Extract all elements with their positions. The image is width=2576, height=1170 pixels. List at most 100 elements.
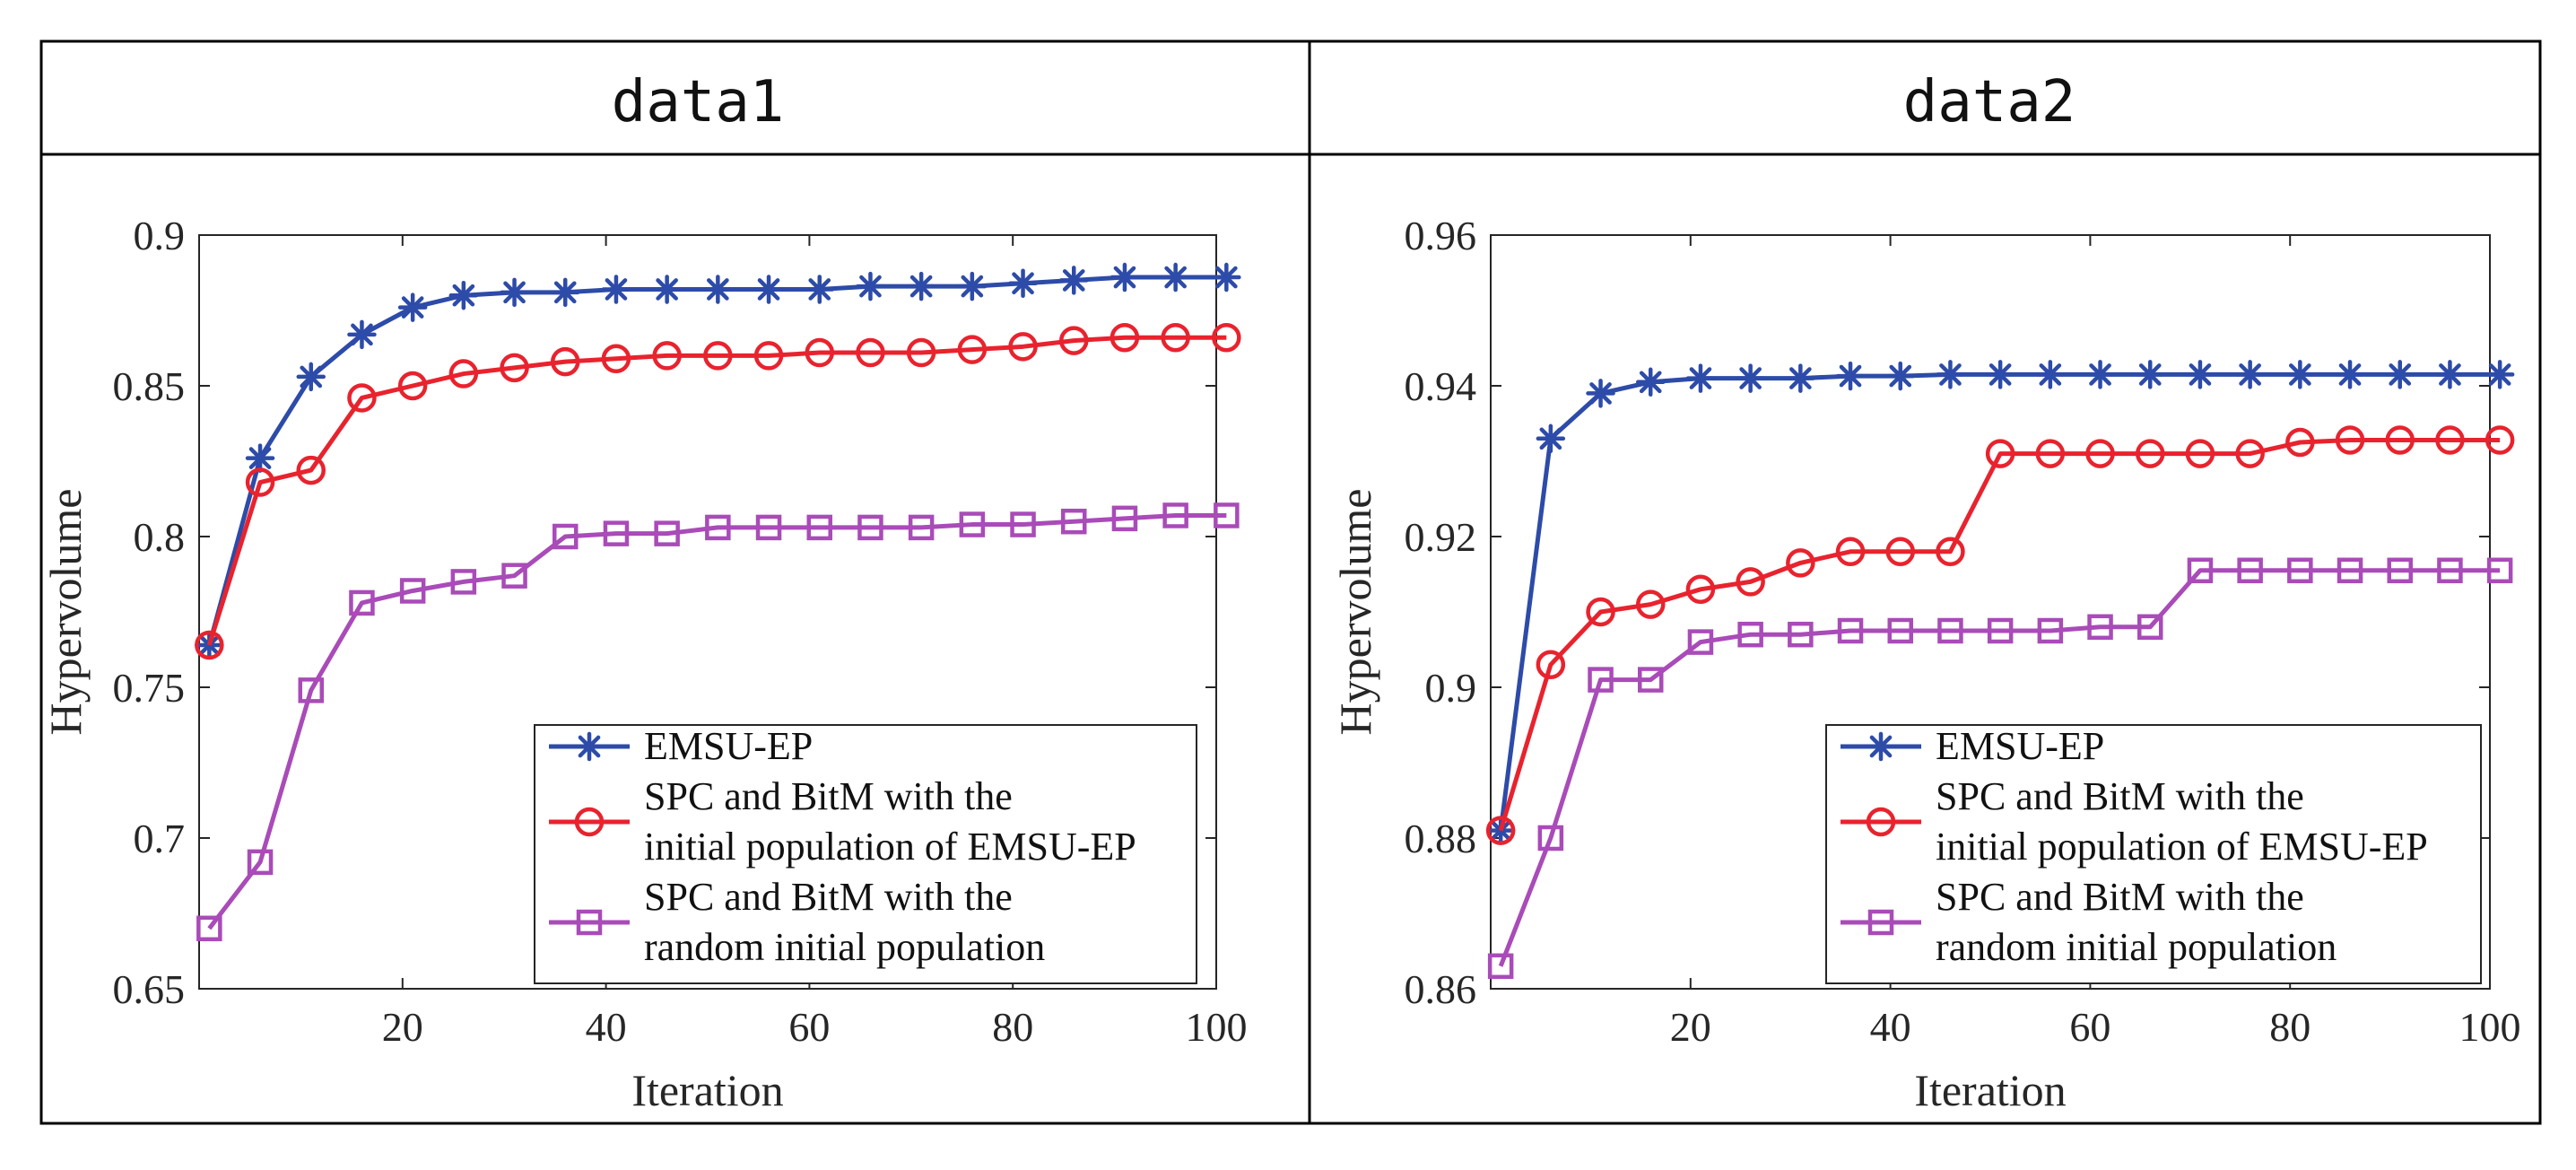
data-point (1736, 363, 1765, 393)
y-axis-label: Hypervolume (40, 489, 91, 736)
data-point (1786, 363, 1815, 393)
data-point (550, 277, 580, 308)
data-point (906, 271, 936, 301)
data-point (603, 520, 630, 546)
series-1 (1485, 360, 2515, 845)
data-point (1008, 332, 1038, 362)
data-point (1936, 537, 1965, 567)
data-point (2137, 614, 2163, 641)
data-point (2385, 425, 2415, 455)
data-point (1586, 597, 1615, 627)
data-point (1685, 574, 1716, 605)
data-point (753, 275, 784, 304)
series-2 (195, 322, 1241, 660)
data-point (448, 359, 479, 389)
data-point (1008, 268, 1038, 299)
data-point (245, 467, 275, 497)
chart-data2: 20 40 60 80 100 0.86 0.88 0.9 0.92 0.94 0.96 Iterat… (1330, 213, 2521, 1115)
x-tick-label: 100 (2459, 1004, 2521, 1050)
legend-marker (1866, 731, 1896, 762)
data-point (1110, 322, 1140, 353)
legend-marker (1867, 909, 1894, 936)
legend: EMSU-EP SPC and BitM with the initial popu… (1825, 724, 2482, 984)
data-point (1111, 505, 1138, 532)
data-point (755, 514, 782, 541)
data-point (2485, 425, 2515, 455)
data-point (957, 271, 988, 301)
legend-label: SPC and BitM with the (644, 774, 1013, 818)
data-point (703, 341, 733, 371)
data-point (1637, 667, 1664, 693)
legend-label: SPC and BitM with the (1936, 875, 2304, 919)
data-point (1110, 262, 1140, 292)
data-point (296, 362, 326, 392)
data-point (349, 589, 375, 616)
y-tick-label: 0.9 (134, 213, 186, 258)
legend-box (534, 724, 1197, 984)
data-point (399, 578, 426, 604)
x-tick-label: 60 (788, 1004, 830, 1050)
data-point (2435, 360, 2465, 389)
data-point (1536, 650, 1566, 680)
data-point (2335, 425, 2365, 455)
data-point (652, 341, 682, 371)
legend-label: initial population of EMSU-EP (1936, 825, 2428, 869)
data-point (1161, 262, 1190, 292)
legend-label: EMSU-EP (644, 724, 813, 768)
data-point (857, 514, 883, 541)
data-point (2486, 557, 2513, 584)
data-point (601, 344, 631, 374)
data-point (2035, 439, 2066, 468)
data-point (906, 337, 936, 368)
series-line (1498, 568, 2501, 967)
y-tick-label: 0.88 (1405, 816, 1477, 861)
data-point (1214, 502, 1240, 528)
series-line (1498, 437, 2501, 832)
data-point (1588, 667, 1614, 693)
data-point (2187, 557, 2214, 584)
data-point (347, 319, 377, 350)
data-point (1058, 266, 1089, 295)
y-tick-label: 0.65 (113, 966, 186, 1012)
data-point (703, 275, 733, 304)
data-point (500, 353, 529, 383)
data-point (347, 383, 377, 413)
data-point (1985, 439, 2015, 468)
data-point (1687, 629, 1714, 655)
y-tick-label: 0.92 (1405, 514, 1477, 560)
data-point (2235, 360, 2265, 389)
y-tick-label: 0.96 (1405, 213, 1477, 258)
legend-marker (574, 731, 605, 762)
x-tick-label: 40 (586, 1004, 627, 1050)
x-tick-label: 80 (992, 1004, 1033, 1050)
data-point (397, 292, 428, 322)
data-point (450, 569, 477, 595)
data-point (1487, 953, 1514, 980)
data-point (2085, 360, 2115, 389)
data-point (2287, 557, 2313, 584)
data-point (2237, 557, 2263, 584)
series-3 (1487, 557, 2513, 980)
data-point (2387, 557, 2413, 584)
data-point (2135, 360, 2165, 389)
data-point (298, 677, 324, 703)
series-2 (1485, 425, 2515, 845)
data-point (2485, 360, 2515, 389)
x-tick-label: 40 (1870, 1004, 1911, 1050)
legend-label: random initial population (1936, 925, 2337, 969)
data-point (1786, 548, 1815, 578)
data-point (908, 514, 935, 541)
data-point (856, 271, 885, 301)
y-tick-label: 0.75 (113, 665, 186, 711)
data-point (652, 275, 682, 304)
data-point (2135, 439, 2165, 468)
data-point (1212, 262, 1241, 292)
data-point (2185, 439, 2215, 468)
data-point (753, 341, 784, 371)
data-point (1835, 361, 1866, 391)
data-point (2087, 614, 2113, 641)
data-point (1536, 423, 1566, 454)
legend-box (1825, 724, 2482, 984)
data-point (1736, 567, 1765, 597)
data-point (552, 523, 579, 550)
